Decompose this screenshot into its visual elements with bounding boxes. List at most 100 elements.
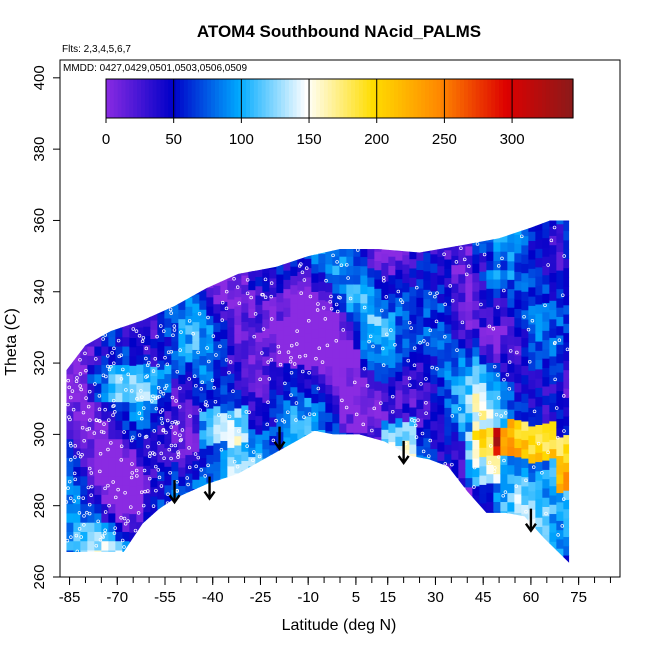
sample-point (299, 262, 303, 266)
sample-point (443, 462, 448, 466)
sample-point (561, 497, 566, 501)
sample-point (72, 471, 77, 476)
sample-point (245, 278, 250, 282)
sample-point (257, 454, 262, 459)
sample-point (93, 382, 97, 386)
sample-point (137, 334, 142, 338)
sample-point (504, 411, 508, 415)
sample-point (385, 332, 389, 337)
sample-point (303, 353, 308, 358)
sample-point (140, 395, 144, 399)
sample-point (422, 339, 426, 343)
sample-point (260, 351, 264, 355)
sample-point (323, 317, 328, 321)
sample-point (111, 413, 115, 417)
sample-point (152, 452, 157, 456)
sample-point (158, 410, 163, 414)
sample-point (123, 490, 127, 495)
sample-point (173, 431, 177, 435)
sample-point (85, 427, 89, 432)
sample-point (334, 302, 339, 307)
sample-point (472, 465, 477, 470)
sample-point (162, 329, 166, 333)
sample-point (217, 413, 221, 417)
sample-point (368, 334, 373, 339)
sample-point (85, 510, 89, 515)
sample-point (532, 409, 537, 414)
sample-point (139, 490, 144, 495)
x-axis: -85 -70 -55 -40 -25 -10 5 15 30 45 60 75 (59, 577, 611, 606)
sample-point (82, 523, 86, 527)
sample-point (224, 306, 229, 311)
sample-point (345, 263, 349, 267)
sample-point (69, 395, 73, 400)
sample-point (487, 460, 492, 465)
sample-point (354, 412, 359, 417)
sample-point (131, 435, 135, 440)
sample-point (94, 418, 99, 422)
sample-point (169, 349, 174, 354)
sample-point (103, 486, 107, 491)
sample-point (416, 418, 420, 422)
colorbar-tick-label: 300 (500, 131, 525, 148)
sample-point (457, 407, 462, 411)
sample-point (460, 320, 465, 325)
sample-point (472, 485, 476, 489)
sample-point (160, 408, 165, 412)
sample-point (288, 359, 293, 364)
sample-point (114, 495, 118, 500)
sample-point (98, 538, 103, 542)
sample-point (105, 354, 110, 358)
sample-point (169, 456, 173, 461)
sample-point (153, 396, 158, 401)
sample-point (135, 396, 139, 401)
sample-point (503, 490, 508, 494)
sample-point (164, 430, 168, 435)
sample-point (530, 319, 535, 323)
sample-point (232, 460, 237, 464)
sample-point (186, 482, 190, 487)
sample-point (110, 351, 114, 355)
sample-point (316, 302, 320, 306)
sample-point (515, 350, 519, 355)
sample-point (218, 344, 222, 349)
sample-point (235, 464, 240, 469)
sample-point (87, 389, 92, 394)
sample-point (187, 446, 191, 450)
sample-point (170, 395, 175, 400)
sample-point (179, 330, 183, 334)
x-tick-label: -70 (106, 589, 128, 606)
sample-point (251, 450, 256, 454)
x-tick-label: -55 (154, 589, 176, 606)
sample-point (76, 451, 81, 455)
x-tick-label: 75 (570, 589, 587, 606)
sample-point (84, 368, 88, 373)
sample-point (315, 308, 320, 312)
sample-point (253, 312, 258, 316)
sample-point (210, 378, 215, 383)
sample-point (302, 278, 307, 282)
sample-point (562, 254, 566, 258)
y-tick-label: 380 (31, 137, 48, 162)
sample-point (200, 380, 204, 384)
sample-point (488, 444, 493, 448)
sample-point (407, 376, 412, 381)
sample-point (412, 346, 417, 350)
sample-point (496, 305, 500, 310)
sample-point (335, 260, 339, 264)
sample-point (203, 402, 208, 407)
sample-point (406, 358, 410, 363)
sample-point (214, 353, 218, 357)
sample-point (267, 377, 272, 381)
sample-point (155, 334, 159, 339)
sample-point (120, 538, 125, 543)
sample-point (73, 444, 77, 448)
sample-point (237, 301, 242, 305)
sample-point (107, 418, 111, 422)
sample-point (119, 458, 124, 462)
sample-point (459, 246, 463, 251)
sample-point (169, 425, 173, 429)
sample-point (443, 302, 447, 307)
sample-point (536, 441, 541, 446)
sample-point (565, 347, 570, 352)
